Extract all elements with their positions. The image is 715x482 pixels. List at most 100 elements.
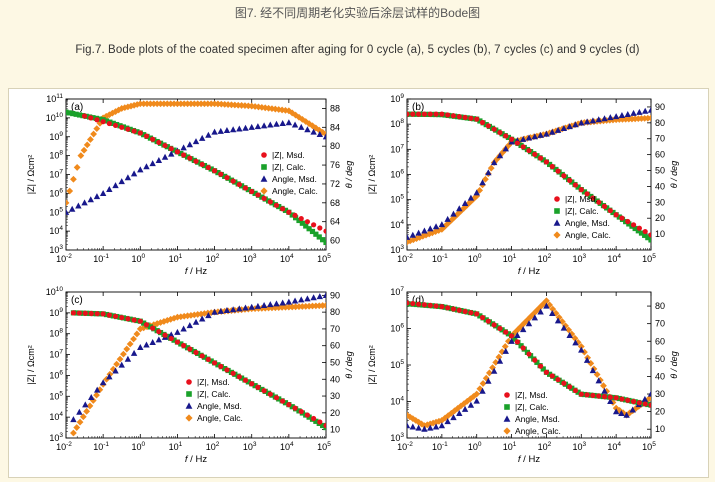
- data-point: [468, 115, 474, 121]
- data-point: [531, 314, 539, 321]
- data-point: [242, 124, 249, 131]
- y2-tick-label: 50: [330, 357, 340, 367]
- y-tick-label: 106: [49, 369, 63, 380]
- data-point: [485, 169, 492, 176]
- data-point: [526, 351, 532, 357]
- series-2: [407, 106, 651, 240]
- data-point: [519, 135, 527, 142]
- data-point: [527, 313, 534, 321]
- data-point: [244, 305, 252, 313]
- data-point: [211, 100, 218, 108]
- data-point: [520, 144, 526, 150]
- data-point: [261, 195, 267, 202]
- legend-marker: [504, 404, 510, 410]
- legend-label: |Z|, Msd.: [565, 194, 598, 204]
- data-point: [260, 122, 268, 129]
- data-point: [526, 147, 532, 154]
- data-point: [450, 306, 457, 312]
- panel-label: (c): [71, 295, 83, 306]
- data-point: [629, 406, 636, 413]
- data-point: [473, 397, 480, 404]
- data-point: [482, 175, 489, 183]
- legend: |Z|, Msd. |Z|, Calc. Angle, Msd. Angle, Cal…: [185, 377, 243, 423]
- data-point: [168, 331, 175, 338]
- data-point: [450, 210, 457, 217]
- data-point: [618, 409, 625, 416]
- data-point: [97, 311, 103, 317]
- y2-tick-label: 20: [330, 408, 340, 418]
- panel-d: 10-2 10-1 100 101 102 103 104 105 103 104 105 106 10…: [367, 286, 679, 465]
- data-point: [572, 339, 579, 346]
- data-point: [485, 377, 492, 384]
- data-point: [616, 395, 622, 402]
- data-point: [636, 400, 642, 406]
- data-point: [88, 115, 94, 121]
- data-point: [137, 130, 143, 136]
- data-point: [278, 106, 286, 114]
- y2-axis-label: θ / deg: [344, 161, 354, 188]
- data-point: [497, 325, 503, 332]
- data-point: [273, 300, 280, 307]
- data-point: [273, 395, 280, 401]
- data-point: [456, 205, 463, 212]
- data-point: [248, 102, 256, 110]
- data-point: [100, 119, 106, 125]
- data-point: [298, 296, 305, 303]
- x-tick-label: 105: [317, 441, 331, 452]
- data-point: [192, 318, 200, 325]
- data-point: [304, 412, 311, 418]
- data-point: [236, 125, 243, 132]
- data-point: [462, 308, 468, 315]
- data-point: [304, 219, 311, 225]
- data-point: [170, 314, 178, 322]
- y2-tick-label: 50: [655, 354, 665, 364]
- legend-label: |Z|, Msd.: [515, 390, 548, 400]
- data-point: [421, 227, 428, 234]
- data-point: [155, 336, 163, 343]
- data-point: [76, 408, 83, 415]
- y-tick-label: 106: [49, 187, 63, 198]
- data-point: [251, 103, 259, 110]
- series-layer: [70, 292, 326, 437]
- data-point: [313, 418, 319, 424]
- data-point: [298, 215, 304, 222]
- data-point: [630, 222, 637, 228]
- data-point: [645, 235, 651, 241]
- legend: |Z|, Msd. |Z|, Calc. Angle, Msd. Angle, Cal…: [503, 390, 561, 436]
- data-point: [505, 331, 512, 337]
- data-point: [470, 116, 477, 122]
- x-tick-label: 101: [169, 441, 183, 452]
- data-point: [595, 377, 602, 384]
- data-point: [549, 163, 555, 170]
- data-point: [575, 184, 581, 190]
- data-point: [450, 113, 457, 119]
- bode-plots-figure: 10-2 10-1 100 101 102 103 104 105 103 104 105 106 10…: [26, 93, 679, 465]
- data-point: [479, 119, 486, 126]
- data-point: [285, 119, 293, 126]
- data-point: [416, 301, 422, 307]
- legend-label: Angle, Msd.: [272, 174, 317, 184]
- data-point: [468, 310, 474, 316]
- data-point: [217, 307, 224, 314]
- data-point: [74, 310, 80, 316]
- data-point: [261, 388, 267, 394]
- y2-axis-label: θ / deg: [669, 161, 679, 188]
- data-point: [618, 112, 626, 119]
- data-point: [171, 337, 177, 343]
- x-tick-label: 102: [206, 441, 220, 452]
- data-point: [485, 369, 493, 377]
- data-point: [588, 193, 594, 200]
- x-tick-label: 105: [642, 253, 656, 264]
- data-point: [501, 343, 509, 350]
- data-point: [626, 221, 632, 227]
- data-point: [198, 134, 206, 141]
- data-point: [229, 306, 237, 313]
- data-point: [66, 208, 70, 215]
- data-point: [178, 150, 184, 157]
- data-point: [130, 101, 138, 109]
- data-point: [474, 116, 480, 122]
- data-point: [485, 318, 491, 324]
- data-point: [310, 128, 317, 135]
- data-point: [612, 408, 620, 415]
- legend-marker: [504, 392, 510, 398]
